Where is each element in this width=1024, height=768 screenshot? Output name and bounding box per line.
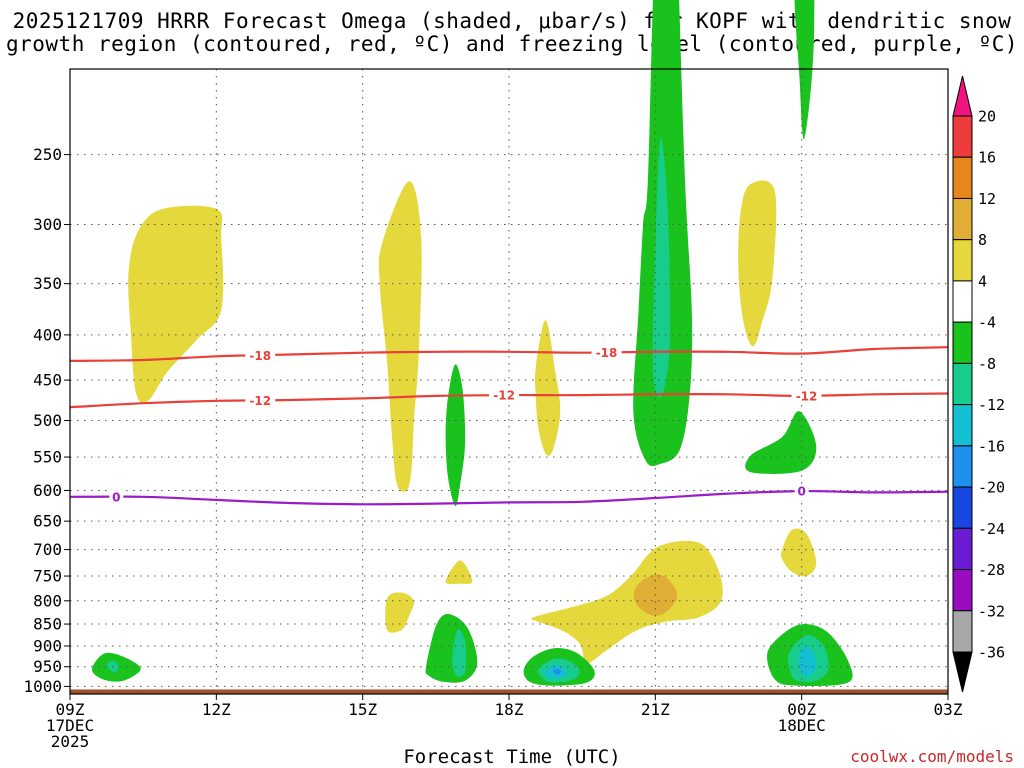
contour-label-bg-2-1 [794,484,809,499]
contour-line-2 [69,489,949,506]
y-tick-label-450: 450 [33,371,62,390]
y-tick-label-500: 500 [33,411,62,430]
x-tick-label-15-1: 18DEC [778,716,826,735]
colorbar-box-3 [952,239,973,282]
colorbar-label-2: 12 [978,190,996,208]
omega-region-3 [738,180,777,347]
omega-region-17 [652,138,671,398]
y-tick-label-900: 900 [33,636,62,655]
source-credit[interactable]: coolwx.com/models [850,747,1014,766]
colorbar-label-10: -24 [978,520,1005,538]
colorbar-label-12: -32 [978,602,1005,620]
omega-region-1 [378,181,422,492]
contour-label-0-1: -18 [596,346,618,360]
omega-region-6 [531,540,723,663]
temperature-contour-layer: -18 -18 -12 -12 -12 0 0 [69,345,949,506]
y-tick-label-250: 250 [33,145,62,164]
omega-region-2 [534,320,561,456]
contour-label-2-1: 0 [797,485,805,499]
colorbar-box-6 [952,362,973,406]
y-tick-label-550: 550 [33,448,62,467]
omega-region-4 [385,592,415,633]
colorbar-box-11 [952,569,973,612]
colorbar-box-9 [952,486,973,529]
x-tick-label-9-0: 18Z [495,700,524,719]
x-axis-title: Forecast Time (UTC) [403,746,621,768]
colorbar-label-11: -28 [978,561,1005,579]
colorbar-label-5: -4 [978,314,996,332]
omega-region-7 [780,528,817,577]
colorbar-label-9: -20 [978,479,1005,497]
plot-frame [69,68,949,695]
colorbar-top-triangle [952,75,973,117]
colorbar-box-0 [952,115,973,158]
contour-label-bg-0-1 [591,345,622,360]
colorbar: 20 16 12 8 4 -4 -8 -12 -16 -20 -24 -28 -32 -36 [952,75,1005,693]
grid-layer [69,69,949,694]
colorbar-label-3: 8 [978,231,987,249]
y-tick-label-650: 650 [33,512,62,531]
y-tick-label-700: 700 [33,540,62,559]
y-tick-label-750: 750 [33,567,62,586]
omega-region-18 [452,629,466,677]
contour-label-2-0: 0 [112,490,120,504]
x-tick-label-0-0: 09Z [56,700,85,719]
contour-label-bg-1-2 [791,388,822,403]
colorbar-label-4: 4 [978,272,987,290]
y-tick-label-600: 600 [33,481,62,500]
y-tick-label-350: 350 [33,274,62,293]
colorbar-box-8 [952,445,973,488]
x-tick-label-6-0: 15Z [348,700,377,719]
chart-title-line-1: 2025121709 HRRR Forecast Omega (shaded, … [12,9,1012,33]
y-tick-label-1000: 1000 [23,677,62,696]
x-tick-label-3-0: 12Z [202,700,231,719]
y-tick-label-300: 300 [33,215,62,234]
omega-region-12 [745,411,817,474]
contour-line-0 [69,346,949,362]
x-tick-label-0-1: 17DEC [46,716,94,735]
omega-shading-layer [92,0,853,686]
contour-label-1-1: -12 [493,389,515,403]
chart-title-line-2: growth region (contoured, red, ºC) and f… [5,32,1019,56]
contour-label-bg-2-0 [109,489,124,504]
colorbar-box-12 [952,610,973,653]
colorbar-bottom-triangle [952,651,973,693]
colorbar-label-6: -8 [978,355,996,373]
x-tick-label-0-2: 2025 [51,732,90,751]
omega-region-10 [445,364,466,507]
colorbar-label-13: -36 [978,644,1005,662]
contour-label-bg-1-0 [245,393,276,408]
omega-region-0 [128,205,224,403]
omega-region-23 [798,646,817,677]
colorbar-box-10 [952,527,973,571]
colorbar-box-4 [952,280,973,323]
y-tick-label-950: 950 [33,657,62,676]
y-tick-label-400: 400 [33,325,62,344]
colorbar-label-7: -12 [978,396,1005,414]
x-tick-label-12-0: 21Z [641,700,670,719]
contour-label-1-0: -12 [249,394,271,408]
colorbar-label-0: 20 [978,108,996,126]
omega-region-24 [552,668,562,675]
colorbar-box-2 [952,197,973,241]
colorbar-box-1 [952,156,973,199]
contour-label-bg-0-0 [245,348,276,363]
colorbar-label-8: -16 [978,437,1005,455]
colorbar-label-1: 16 [978,149,996,167]
axes-layer: 250 300 350 400 450 500 550 600 650 700 750 800 850 9… [23,145,962,751]
x-tick-label-15-0: 00Z [787,700,816,719]
contour-label-1-2: -12 [796,389,818,403]
omega-region-11 [794,0,815,139]
colorbar-box-7 [952,404,973,447]
y-tick-label-850: 850 [33,615,62,634]
omega-region-5 [445,560,473,585]
contour-label-bg-1-1 [489,388,520,403]
x-tick-label-18-0: 03Z [934,700,963,719]
contour-label-0-0: -18 [249,349,271,363]
colorbar-box-5 [952,321,973,364]
terrain-bar [70,689,948,694]
y-tick-label-800: 800 [33,591,62,610]
